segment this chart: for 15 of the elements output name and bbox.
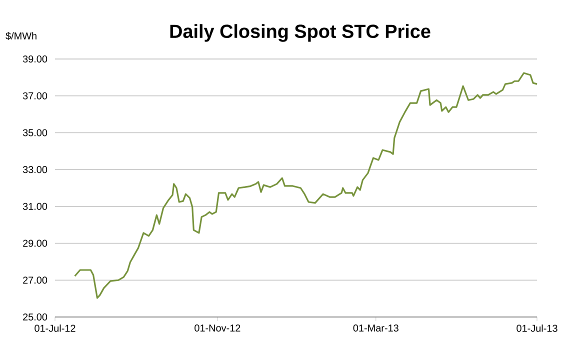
- y-tick-label: 37.00: [22, 92, 48, 100]
- x-tick-label: 01-Nov-12: [194, 324, 240, 332]
- y-tick-label: 31.00: [22, 202, 48, 210]
- line-series: [74, 72, 538, 299]
- chart-title: Daily Closing Spot STC Price: [170, 24, 430, 42]
- y-tick-label: 33.00: [22, 166, 48, 174]
- y-tick-label: 39.00: [22, 55, 48, 63]
- x-tick-label: 01-Jul-12: [34, 324, 76, 332]
- x-tick-label: 01-Mar-13: [353, 324, 398, 332]
- y-tick-label: 25.00: [23, 313, 48, 321]
- y-axis-title: $/MWh: [6, 32, 36, 40]
- x-tick-label: 01-Jul-13: [516, 324, 558, 332]
- y-tick-label: 27.00: [23, 276, 48, 284]
- y-tick-label: 35.00: [22, 129, 48, 136]
- y-tick-label: 29.00: [23, 240, 48, 247]
